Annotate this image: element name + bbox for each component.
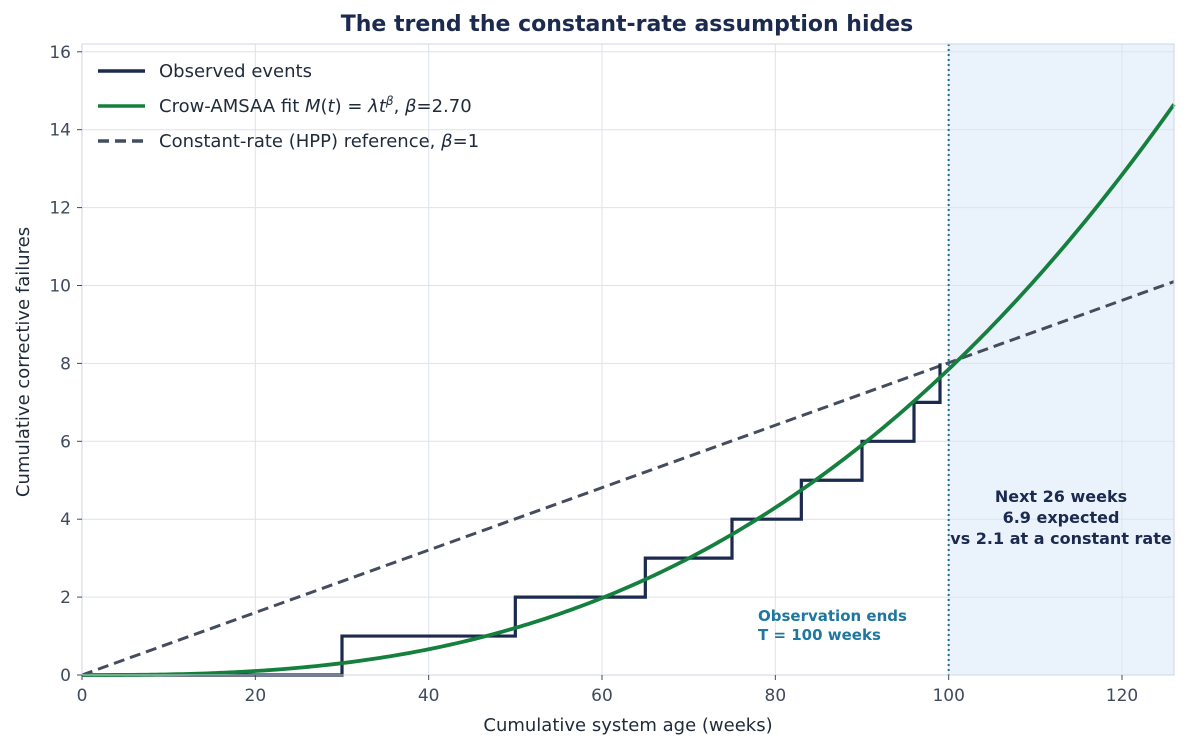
y-tick-label: 8 bbox=[60, 354, 71, 374]
y-tick-label: 0 bbox=[60, 666, 71, 686]
x-axis-label: Cumulative system age (weeks) bbox=[483, 715, 772, 736]
y-tick-label: 14 bbox=[49, 121, 71, 141]
forecast-shade bbox=[948, 44, 1174, 675]
x-tick-label: 80 bbox=[765, 686, 787, 706]
hpp-reference-line bbox=[81, 280, 1175, 677]
y-tick-label: 12 bbox=[49, 199, 71, 219]
x-tick-label: 20 bbox=[245, 686, 267, 706]
observation-end-annotation: T = 100 weeks bbox=[758, 626, 881, 644]
legend: Observed events Crow-AMSAA fit M(t) = λtβ… bbox=[98, 61, 479, 152]
x-tick-label: 40 bbox=[418, 686, 440, 706]
y-tick-label: 10 bbox=[49, 276, 71, 296]
legend-reference-label: Constant-rate (HPP) reference, β=1 bbox=[159, 131, 479, 152]
chart-title: The trend the constant-rate assumption h… bbox=[341, 12, 914, 37]
x-tick-label: 60 bbox=[591, 686, 613, 706]
crow-amsaa-fit-curve bbox=[82, 103, 1176, 677]
legend-observed-label: Observed events bbox=[159, 61, 312, 82]
y-tick-label: 4 bbox=[60, 510, 71, 530]
observation-end-annotation: Observation ends bbox=[758, 607, 907, 625]
x-tick-label: 100 bbox=[932, 686, 964, 706]
y-tick-label: 16 bbox=[49, 43, 71, 63]
legend-fit-label: Crow-AMSAA fit M(t) = λtβ, β=2.70 bbox=[159, 94, 472, 117]
forecast-region bbox=[948, 44, 1174, 675]
observed-events-line bbox=[82, 363, 942, 677]
forecast-annotation: 6.9 expected bbox=[1003, 508, 1120, 527]
plot-frame bbox=[81, 43, 1175, 676]
y-tick-label: 6 bbox=[60, 432, 71, 452]
forecast-annotation: vs 2.1 at a constant rate bbox=[950, 529, 1172, 548]
forecast-annotation: Next 26 weeks bbox=[995, 487, 1127, 506]
x-tick-label: 120 bbox=[1106, 686, 1138, 706]
x-tick-label: 0 bbox=[77, 686, 88, 706]
axis-ticks: 0 20 40 60 80 100 120 0 2 4 6 8 10 12 14 16 bbox=[49, 43, 1138, 706]
plot-series bbox=[81, 44, 1176, 677]
y-tick-label: 2 bbox=[60, 588, 71, 608]
y-axis-label: Cumulative corrective failures bbox=[13, 227, 34, 497]
